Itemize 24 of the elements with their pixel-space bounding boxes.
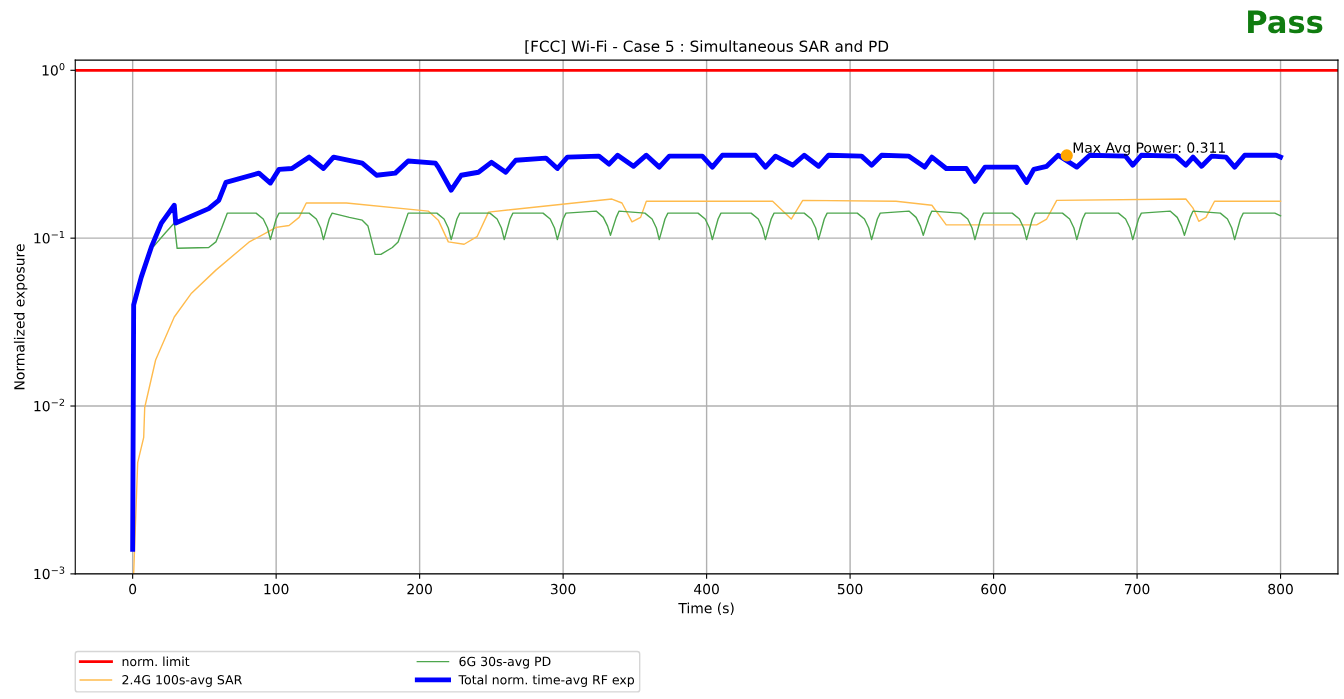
legend-label: 2.4G 100s-avg SAR bbox=[122, 675, 242, 687]
y-axis-title: Normalized exposure bbox=[13, 244, 28, 390]
x-tick-label: 100 bbox=[264, 583, 289, 595]
x-axis-title: Time (s) bbox=[678, 602, 734, 615]
line-series bbox=[132, 198, 1282, 574]
x-tick-label: 800 bbox=[1268, 583, 1293, 595]
x-tick-label: 300 bbox=[550, 583, 576, 595]
x-tick-label: 400 bbox=[694, 583, 719, 595]
y-tick-label: 10$^{0}$ bbox=[42, 62, 65, 76]
x-tick-label: 600 bbox=[981, 583, 1006, 595]
x-tick-label: 500 bbox=[837, 583, 863, 595]
x-tick-label: 200 bbox=[407, 583, 432, 595]
line-series bbox=[153, 210, 1282, 256]
y-tick-label: 10$^{−2}$ bbox=[34, 398, 65, 412]
text: Pass bbox=[1248, 10, 1323, 34]
legend-label: Total norm. time-avg RF exp bbox=[458, 674, 635, 687]
annotation: Max Avg Power: 0.311 bbox=[1073, 142, 1225, 156]
chart-title: [FCC] Wi-Fi - Case 5 : Simultaneous SAR and PD bbox=[525, 40, 889, 54]
x-tick-label: 0 bbox=[129, 583, 137, 595]
x-tick-label: 700 bbox=[1124, 583, 1150, 595]
y-tick-label: 10$^{−3}$ bbox=[34, 566, 65, 580]
legend-label: norm. limit bbox=[122, 656, 190, 667]
y-tick-label: 10$^{−1}$ bbox=[34, 230, 65, 244]
legend-label: 6G 30s-avg PD bbox=[459, 656, 551, 669]
